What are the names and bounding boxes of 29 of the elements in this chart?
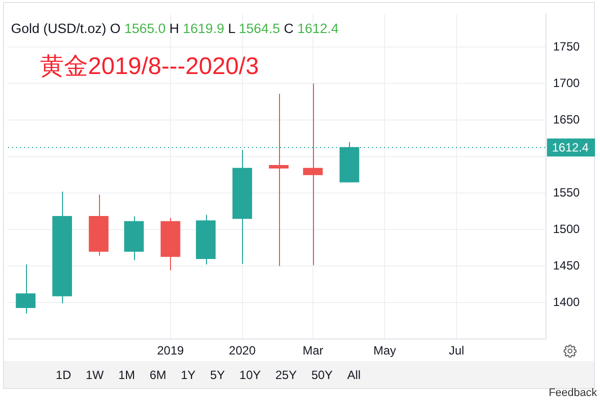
y-tick-label: 1550 (553, 185, 580, 200)
time-range-label: 25Y (274, 368, 298, 382)
time-range-label: 50Y (310, 368, 334, 382)
x-tick-label: May (373, 344, 396, 358)
x-tick-label: Mar (302, 344, 324, 358)
time-range-label: 1M (117, 368, 136, 382)
y-tick-label: 1450 (553, 258, 580, 272)
x-tick-label: 2019 (157, 344, 184, 358)
x-tick-label: 2020 (228, 344, 256, 358)
candlestick (268, 93, 289, 267)
text: 黄金2019/8---2020/3 (40, 53, 259, 81)
ref-line-label: 1612.4 (552, 140, 590, 154)
time-range-label: All (346, 368, 362, 382)
time-range-label: 6M (148, 368, 168, 382)
y-tick-label: 1400 (553, 294, 580, 309)
time-range-label: 1Y (180, 368, 197, 382)
y-tick-label: 1700 (553, 76, 580, 90)
time-range-label: 1W (84, 368, 105, 382)
y-tick-label: 1500 (553, 222, 580, 236)
x-tick-label: Jul (448, 344, 464, 358)
annotation: O 1565.0 H 1619.9 L 1564.5 C 1612.4 (110, 21, 339, 36)
y-tick-label: 1650 (553, 112, 580, 126)
text: Gold (USD/t.oz) (11, 21, 106, 36)
y-tick-label: 1750 (553, 39, 580, 54)
candlestick (16, 264, 36, 314)
time-range-label: 1D (54, 368, 72, 382)
time-range-label: 5Y (209, 368, 226, 382)
time-range-label: 10Y (238, 368, 262, 382)
feedback-label: Feedback (548, 388, 597, 399)
